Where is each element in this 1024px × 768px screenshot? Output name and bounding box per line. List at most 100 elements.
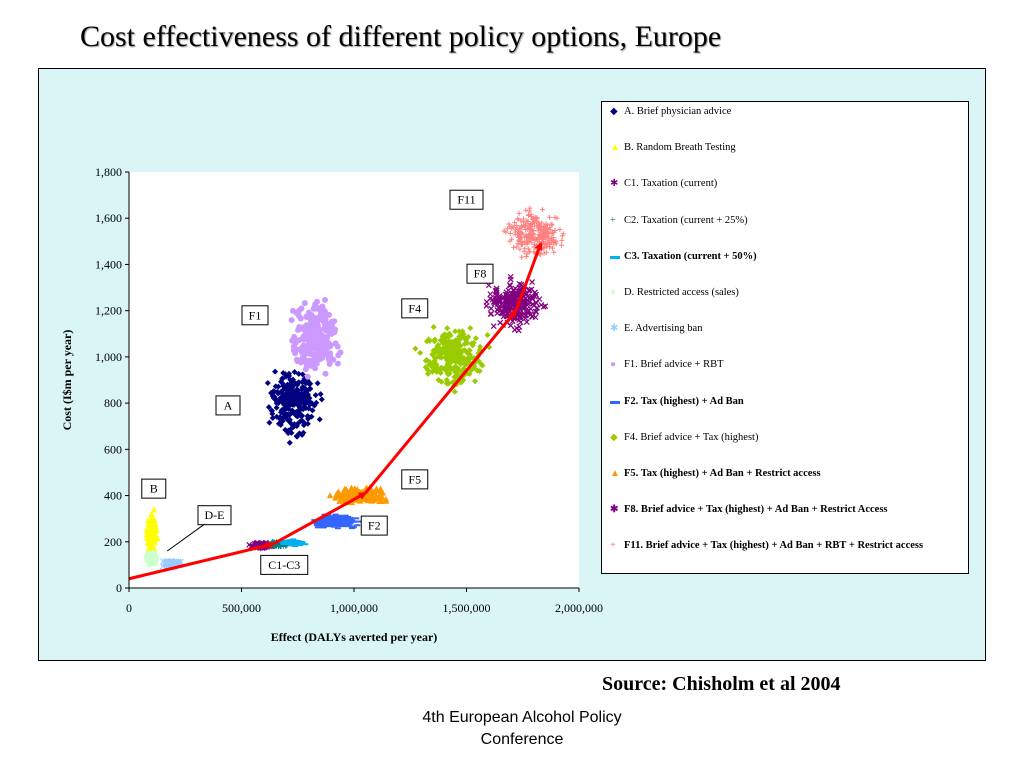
annotation-b: B bbox=[141, 478, 167, 499]
series-b-cloud bbox=[143, 506, 161, 558]
legend-marker-icon: ● bbox=[610, 286, 617, 298]
footer-line-2: Conference bbox=[480, 731, 564, 748]
svg-text:F5: F5 bbox=[408, 472, 421, 486]
x-tick-label: 500,000 bbox=[222, 601, 261, 615]
legend-marker-icon: ▬ bbox=[610, 250, 620, 262]
svg-text:F2: F2 bbox=[368, 519, 381, 533]
legend-marker-icon: + bbox=[610, 540, 616, 552]
legend-label: E. Advertising ban bbox=[624, 323, 703, 335]
annotation-d-e: D-E bbox=[197, 505, 232, 526]
series-f1-cloud bbox=[288, 296, 344, 380]
legend-item-f2: ▬ F2. Tax (highest) + Ad Ban bbox=[610, 395, 962, 431]
legend-item-f8: ✱ F8. Brief advice + Tax (highest) + Ad B… bbox=[610, 503, 962, 539]
y-tick-label: 1,400 bbox=[95, 257, 122, 271]
legend-marker-icon: ▲ bbox=[610, 142, 620, 154]
legend-marker-icon: ✱ bbox=[610, 504, 619, 516]
legend-label: F4. Brief advice + Tax (highest) bbox=[624, 431, 759, 443]
expansion-path-segment bbox=[128, 541, 275, 581]
legend-label: D. Restricted access (sales) bbox=[624, 286, 739, 298]
legend-item-f1: ● F1. Brief advice + RBT bbox=[610, 358, 962, 394]
series-f2-centroid bbox=[333, 519, 339, 522]
legend-marker-icon: ◆ bbox=[610, 106, 618, 117]
legend-marker-icon: ▬ bbox=[610, 395, 620, 407]
annotation-f2: F2 bbox=[360, 515, 388, 536]
annotation-f4: F4 bbox=[401, 298, 429, 319]
svg-text:F4: F4 bbox=[408, 301, 421, 315]
expansion-path-segment bbox=[514, 241, 543, 312]
x-tick-label: 2,000,000 bbox=[555, 601, 603, 615]
expansion-path bbox=[128, 241, 543, 581]
legend-label: A. Brief physician advice bbox=[624, 106, 732, 117]
series-c3-centroid bbox=[290, 541, 297, 544]
y-tick-label: 800 bbox=[104, 396, 122, 410]
legend-marker-icon: ▲ bbox=[610, 467, 620, 479]
series-b-centroid bbox=[148, 531, 155, 538]
expansion-path-segment bbox=[364, 309, 518, 495]
svg-text:D-E: D-E bbox=[205, 508, 225, 522]
annotation-f5: F5 bbox=[401, 469, 429, 490]
y-tick-label: 200 bbox=[104, 535, 122, 549]
x-tick-label: 1,500,000 bbox=[443, 601, 491, 615]
series-f11-cloud bbox=[501, 205, 566, 260]
svg-text:F1: F1 bbox=[249, 308, 262, 322]
svg-text:A: A bbox=[224, 398, 233, 412]
annotation-a: A bbox=[215, 395, 241, 416]
scatter-chart: 0 200 400 600 800 1,000 1,200 1,400 1,600 1,800 0 5… bbox=[60, 165, 603, 644]
legend-marker-icon: ● bbox=[610, 359, 617, 371]
legend-label: F2. Tax (highest) + Ad Ban bbox=[624, 395, 744, 407]
series-f2-cloud bbox=[311, 513, 362, 530]
y-tick-label: 400 bbox=[104, 489, 122, 503]
series-d-centroid bbox=[148, 554, 155, 561]
y-tick-label: 1,200 bbox=[95, 304, 122, 318]
legend-marker-icon: ✱ bbox=[610, 323, 619, 335]
footer-line-1: 4th European Alcohol Policy bbox=[422, 709, 622, 726]
series-d-cloud bbox=[143, 549, 160, 568]
source-citation: Source: Chisholm et al 2004 bbox=[602, 673, 841, 695]
legend-item-c1: ✱ C1. Taxation (current) bbox=[610, 177, 962, 213]
series-c3-cloud bbox=[278, 538, 309, 548]
series-a-cloud bbox=[264, 368, 325, 446]
footer: 4th European Alcohol Policy Conference bbox=[372, 707, 672, 751]
y-tick-label: 600 bbox=[104, 442, 122, 456]
legend-item-a: ◆ A. Brief physician advice bbox=[610, 105, 962, 141]
series-e-centroid bbox=[168, 560, 175, 567]
legend-label: F5. Tax (highest) + Ad Ban + Restrict ac… bbox=[624, 467, 821, 479]
series-f11-centroid bbox=[531, 231, 537, 237]
legend-label: F8. Brief advice + Tax (highest) + Ad Ba… bbox=[624, 504, 888, 516]
y-axis-label: Cost (I$m per year) bbox=[60, 330, 74, 431]
y-tick-label: 1,000 bbox=[95, 350, 122, 364]
annotation-f8: F8 bbox=[466, 263, 494, 284]
legend-item-f4: ◆ F4. Brief advice + Tax (highest) bbox=[610, 431, 962, 467]
legend-marker-icon: + bbox=[610, 214, 616, 226]
legend-item-f5: ▲ F5. Tax (highest) + Ad Ban + Restrict a… bbox=[610, 467, 962, 503]
annotation-f11: F11 bbox=[449, 189, 484, 210]
legend-label: F11. Brief advice + Tax (highest) + Ad B… bbox=[624, 540, 924, 552]
chart-legend: ◆ A. Brief physician advice ▲ B. Random Bre… bbox=[601, 101, 969, 574]
svg-text:C1-C3: C1-C3 bbox=[268, 558, 300, 572]
legend-marker-icon: ◆ bbox=[610, 431, 618, 443]
annotation-f1: F1 bbox=[241, 305, 269, 326]
y-tick-label: 0 bbox=[116, 581, 122, 595]
legend-item-c3: ▬ C3. Taxation (current + 50%) bbox=[610, 250, 962, 286]
series-f1-centroid bbox=[312, 335, 319, 342]
legend-item-b: ▲ B. Random Breath Testing bbox=[610, 141, 962, 177]
x-tick-label: 1,000,000 bbox=[330, 601, 378, 615]
x-tick-label: 0 bbox=[126, 601, 132, 615]
annotation-pointer bbox=[166, 523, 205, 552]
y-tick-label: 1,800 bbox=[95, 165, 122, 179]
annotation-c1-c3: C1-C3 bbox=[260, 554, 309, 575]
legend-item-f11: + F11. Brief advice + Tax (highest) + Ad … bbox=[610, 539, 962, 575]
x-axis-label: Effect (DALYs averted per year) bbox=[271, 630, 438, 644]
y-tick-label: 1,600 bbox=[95, 211, 122, 225]
legend-label: C2. Taxation (current + 25%) bbox=[624, 214, 748, 226]
svg-text:F11: F11 bbox=[457, 193, 475, 207]
legend-label: C1. Taxation (current) bbox=[624, 178, 718, 190]
legend-label: F1. Brief advice + RBT bbox=[624, 359, 724, 371]
slide-title: Cost effectiveness of different policy o… bbox=[80, 20, 722, 53]
legend-marker-icon: ✱ bbox=[610, 178, 619, 190]
svg-text:B: B bbox=[150, 482, 158, 496]
series-f4-centroid bbox=[450, 353, 456, 360]
series-a-centroid bbox=[290, 400, 297, 407]
svg-text:F8: F8 bbox=[474, 267, 487, 281]
expansion-path-segment bbox=[272, 491, 368, 546]
